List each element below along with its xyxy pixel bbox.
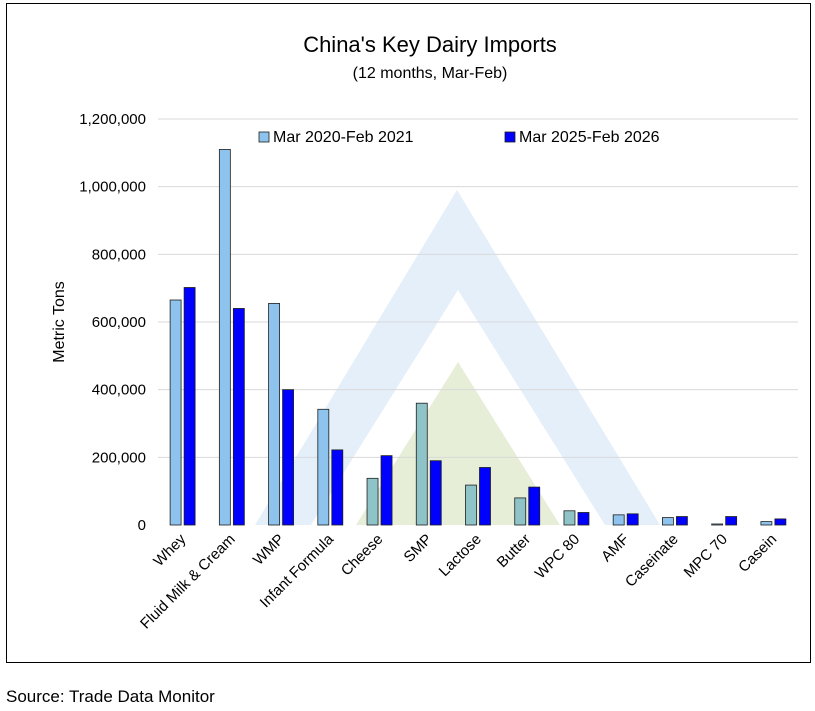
bar-series-1 [218, 149, 231, 526]
y-axis-ticks: 0 200,000 400,000 600,000 800,000 1,000,000 1,… [79, 111, 146, 534]
source-note: Source: Trade Data Monitor [6, 687, 215, 706]
y-tick-label: 400,000 [92, 382, 146, 399]
bar-series-2 [479, 467, 491, 526]
legend-swatch-series-2 [504, 131, 516, 143]
watermark-logo [255, 190, 660, 525]
x-tick-label: Casein [735, 531, 780, 576]
legend: Mar 2020-Feb 2021 Mar 2025-Feb 2026 [258, 129, 660, 146]
bar-series-1 [563, 510, 576, 526]
bar-series-2 [528, 486, 541, 526]
bar-series-2 [429, 460, 442, 526]
bar-series-1 [662, 517, 674, 526]
x-tick-label: WPC 80 [532, 531, 584, 583]
y-tick-label: 200,000 [92, 449, 146, 466]
y-tick-label: 0 [138, 517, 146, 534]
gridlines [158, 118, 798, 458]
x-tick-label: Caseinate [622, 531, 682, 591]
bar-series-2 [380, 455, 393, 526]
bar-series-1 [711, 523, 724, 526]
y-tick-label: 600,000 [92, 314, 146, 331]
bar-series-1 [760, 521, 773, 526]
bar-series-1 [268, 302, 280, 526]
bar-series-2 [331, 449, 344, 526]
bar-series-2 [626, 513, 639, 526]
y-axis-label: Metric Tons [51, 281, 68, 363]
watermark-green-triangle [356, 362, 560, 525]
x-tick-label: Whey [150, 530, 189, 569]
bar-series-2 [183, 287, 196, 526]
bars [169, 149, 787, 526]
legend-swatch-series-1 [258, 131, 270, 143]
y-tick-label: 1,200,000 [79, 111, 146, 128]
x-tick-label: Lactose [436, 531, 485, 580]
x-tick-label: SMP [401, 531, 436, 566]
bar-series-2 [676, 516, 688, 526]
bar-series-2 [232, 308, 245, 526]
legend-label-series-2: Mar 2025-Feb 2026 [519, 129, 660, 146]
bar-series-1 [415, 402, 428, 526]
x-tick-label: WMP [250, 531, 288, 569]
bar-chart: China's Key Dairy Imports (12 months, Ma… [51, 32, 798, 632]
y-tick-label: 1,000,000 [79, 179, 146, 196]
x-tick-label: MPC 70 [681, 531, 731, 581]
bar-series-2 [282, 389, 294, 526]
x-tick-label: AMF [598, 531, 632, 565]
bar-series-1 [366, 477, 379, 526]
legend-label-series-1: Mar 2020-Feb 2021 [273, 129, 414, 146]
y-tick-label: 800,000 [92, 246, 146, 263]
x-tick-label: Fluid Milk & Cream [137, 531, 239, 633]
chart-subtitle: (12 months, Mar-Feb) [353, 65, 508, 82]
bar-series-1 [317, 408, 330, 526]
bar-series-2 [774, 518, 787, 526]
bar-series-1 [514, 497, 527, 526]
chart-title: China's Key Dairy Imports [303, 32, 557, 57]
bar-series-2 [577, 512, 590, 526]
bar-series-1 [465, 484, 477, 526]
x-tick-label: Butter [494, 531, 534, 571]
x-tick-label: Cheese [338, 531, 387, 580]
bar-series-2 [725, 516, 738, 526]
bar-series-1 [169, 299, 182, 526]
bar-series-1 [612, 514, 625, 526]
